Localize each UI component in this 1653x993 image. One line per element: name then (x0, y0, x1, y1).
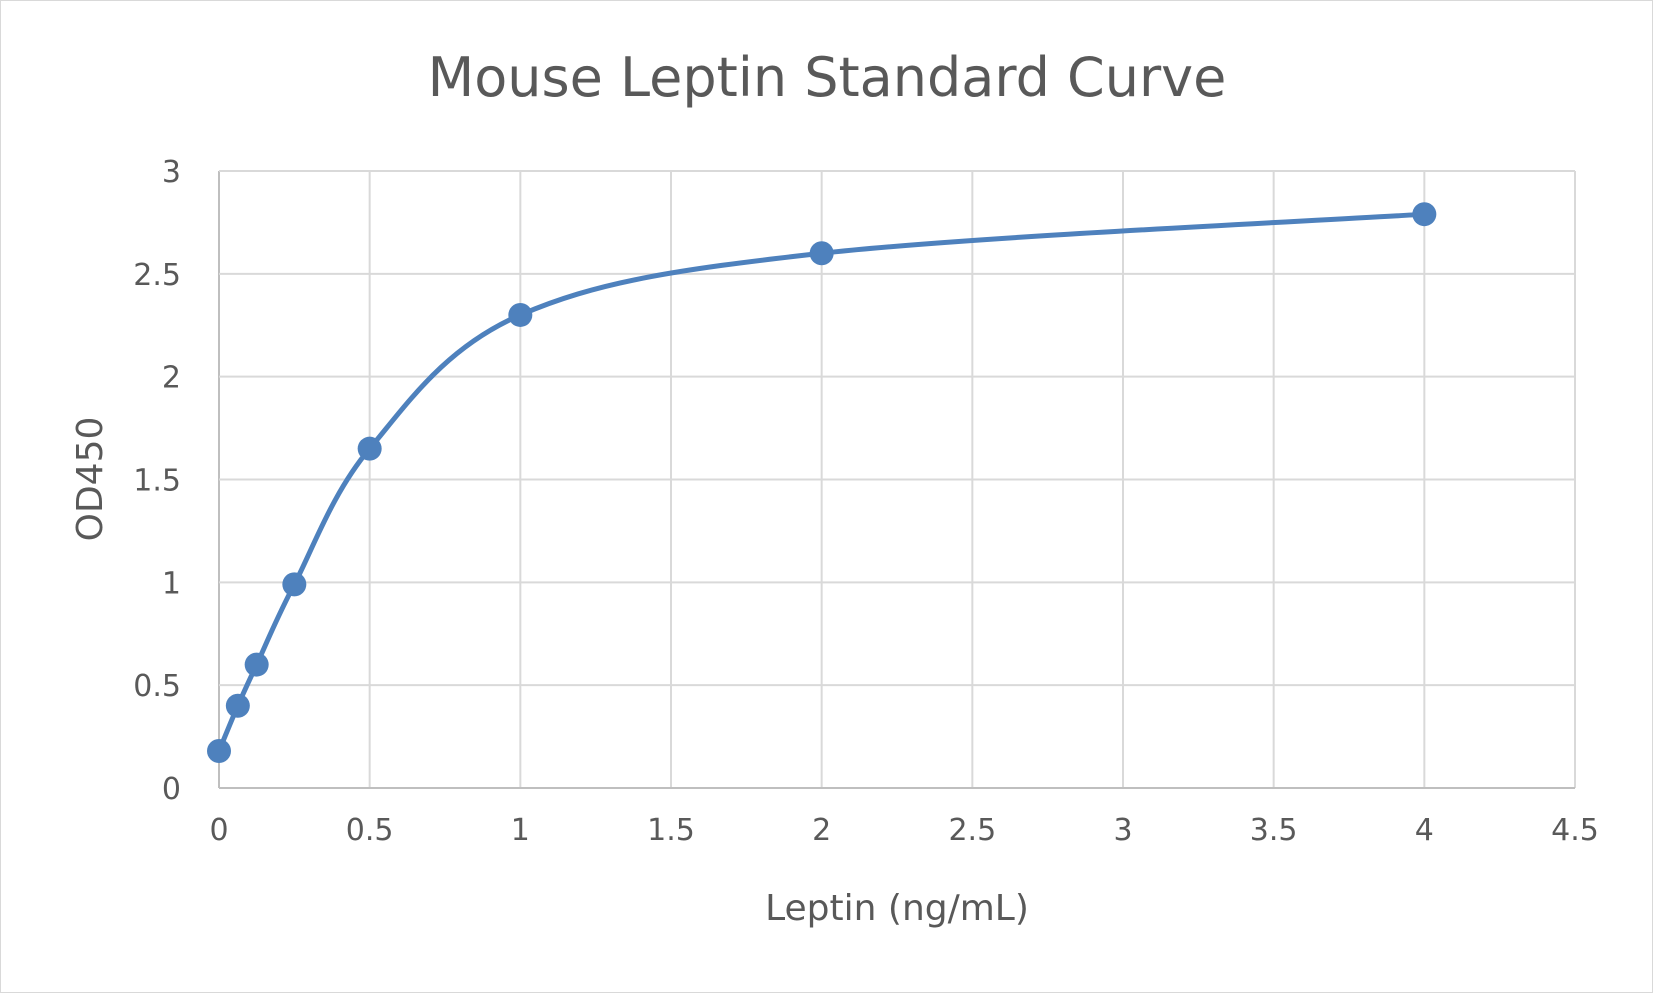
data-point (282, 572, 307, 597)
x-tick-label: 4 (1415, 813, 1434, 848)
grid (218, 170, 1576, 789)
data-point (225, 693, 250, 718)
data-point (207, 738, 231, 763)
y-tick-label: 0.5 (133, 669, 181, 704)
y-tick-label: 2.5 (133, 258, 181, 293)
y-tick-label: 0 (162, 772, 181, 807)
x-tick-label: 4.5 (1551, 813, 1599, 848)
y-axis-label: OD450 (70, 417, 111, 542)
y-tick-label: 1 (162, 566, 181, 601)
data-points (207, 202, 1437, 763)
y-tick-label: 3 (162, 155, 181, 190)
data-point (1412, 202, 1437, 227)
y-tick-label: 2 (162, 361, 181, 396)
chart-title: Mouse Leptin Standard Curve (428, 46, 1227, 109)
x-tick-label: 2.5 (948, 813, 996, 848)
x-tick-label: 2 (812, 813, 831, 848)
data-point (508, 302, 533, 327)
x-tick-label: 3 (1113, 813, 1132, 848)
x-axis-label: Leptin (ng/mL) (765, 888, 1029, 929)
data-point (357, 436, 382, 461)
x-tick-label: 1 (511, 813, 530, 848)
x-tick-label: 3.5 (1250, 813, 1298, 848)
data-point (809, 241, 834, 266)
data-point (244, 652, 269, 677)
x-tick-label: 1.5 (647, 813, 695, 848)
y-tick-label: 1.5 (133, 464, 181, 499)
x-tick-label: 0.5 (346, 813, 394, 848)
x-tick-label: 0 (209, 813, 228, 848)
tick-labels: 0 0.5 1 1.5 2 2.5 3 3.5 4 4.5 0 0.5 1 1.5 2 2.5 3 (133, 155, 1599, 848)
